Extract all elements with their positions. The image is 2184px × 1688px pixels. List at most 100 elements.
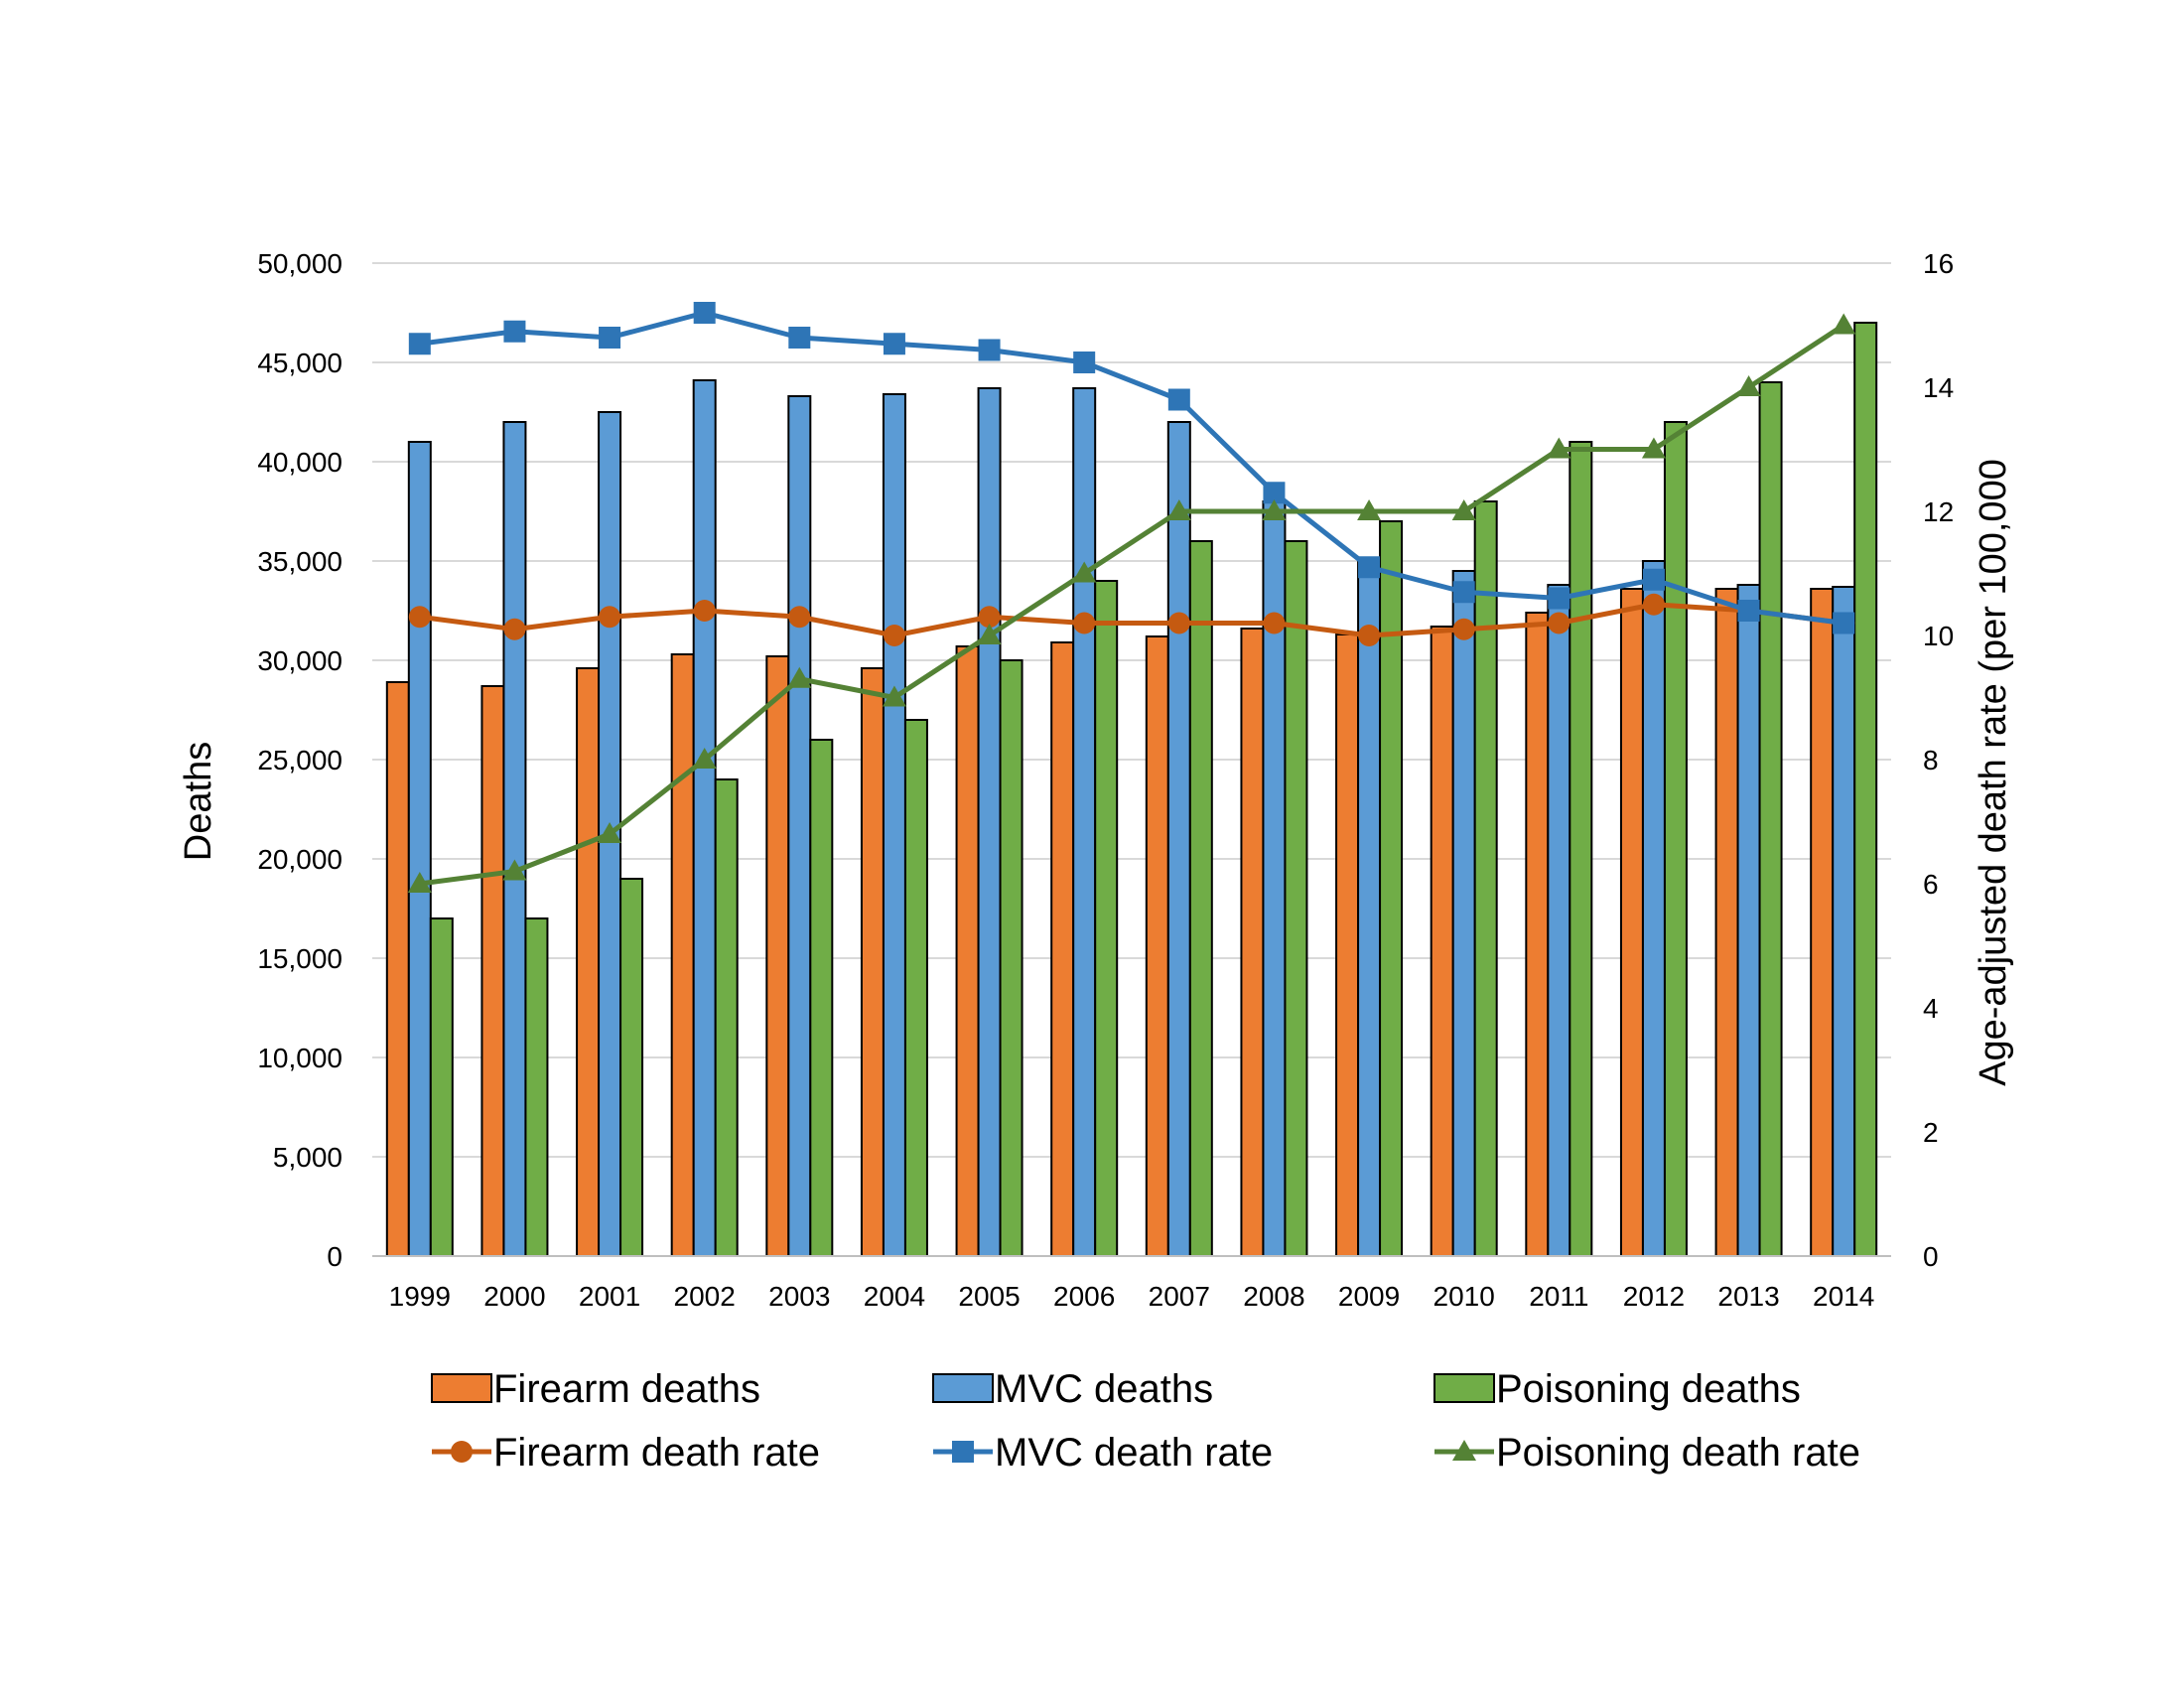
bar-firearm-deaths (1430, 626, 1454, 1257)
point-poisoning-death-rate (1262, 499, 1287, 520)
left-axis-ticks: 0 5,000 10,000 15,000 20,000 25,000 30,000 35,0… (257, 248, 342, 1272)
bar-firearm-deaths (765, 655, 790, 1257)
x-tick-label: 2005 (958, 1281, 1020, 1312)
bar-mvc-deaths (1166, 421, 1191, 1257)
point-poisoning-death-rate (1641, 437, 1666, 459)
bar-firearm-deaths (1714, 588, 1739, 1257)
point-firearm-death-rate (1452, 618, 1475, 640)
point-poisoning-death-rate (407, 872, 432, 893)
left-tick-label: 0 (327, 1241, 342, 1272)
x-tick-label: 1999 (389, 1281, 451, 1312)
point-firearm-death-rate (1073, 612, 1096, 634)
point-poisoning-death-rate (1832, 313, 1856, 335)
right-tick-label: 16 (1923, 248, 1954, 279)
point-poisoning-death-rate (1166, 499, 1191, 520)
bar-firearm-deaths (1525, 612, 1550, 1257)
point-firearm-death-rate (1263, 612, 1286, 634)
right-tick-label: 4 (1923, 993, 1939, 1024)
x-tick-label: 2006 (1053, 1281, 1115, 1312)
point-poisoning-death-rate (502, 859, 527, 881)
bar-firearm-deaths (670, 653, 695, 1257)
right-axis-ticks: 0 2 4 6 8 10 12 14 16 (1923, 248, 1954, 1272)
x-tick-label: 2014 (1813, 1281, 1874, 1312)
bar-poisoning-deaths (1188, 540, 1213, 1257)
point-firearm-death-rate (978, 606, 1001, 629)
right-axis-title: Age-adjusted death rate (per 100,000 (1973, 459, 2014, 1086)
left-tick-label: 30,000 (257, 645, 342, 676)
left-tick-label: 5,000 (273, 1142, 342, 1173)
point-mvc-death-rate (978, 339, 1001, 361)
bar-firearm-deaths (860, 667, 885, 1257)
x-tick-label: 2011 (1529, 1281, 1588, 1312)
point-mvc-death-rate (1452, 581, 1475, 604)
x-axis-ticks: 1999 2000 2001 2002 2003 2004 2005 2006 2007 2008… (389, 1281, 1875, 1312)
point-firearm-death-rate (599, 606, 621, 629)
x-tick-label: 2000 (483, 1281, 545, 1312)
legend-label-poisoning-death-rate: Poisoning death rate (1496, 1431, 1860, 1475)
bar-mvc-deaths (1736, 584, 1761, 1257)
left-tick-label: 50,000 (257, 248, 342, 279)
point-mvc-death-rate (1737, 600, 1760, 622)
left-tick-label: 25,000 (257, 745, 342, 775)
bar-firearm-deaths (1145, 635, 1169, 1257)
bar-mvc-deaths (882, 393, 906, 1257)
bar-mvc-deaths (1641, 560, 1666, 1257)
legend-label-firearm-death-rate: Firearm death rate (493, 1431, 820, 1475)
bar-poisoning-deaths (1853, 322, 1878, 1257)
right-tick-label: 10 (1923, 621, 1954, 651)
point-poisoning-death-rate (1736, 375, 1761, 396)
point-poisoning-death-rate (977, 624, 1002, 644)
bar-poisoning-deaths (429, 917, 454, 1257)
point-firearm-death-rate (883, 625, 905, 646)
bar-poisoning-deaths (1473, 500, 1498, 1257)
bars (385, 322, 1878, 1257)
bar-firearm-deaths (1619, 588, 1644, 1257)
point-mvc-death-rate (1263, 482, 1286, 504)
point-mvc-death-rate (503, 320, 526, 343)
point-mvc-death-rate (599, 327, 621, 349)
point-mvc-death-rate (1833, 612, 1855, 634)
legend-swatch-poisoning-deaths (1433, 1373, 1495, 1403)
point-firearm-death-rate (503, 618, 526, 640)
bar-poisoning-deaths (903, 719, 928, 1257)
legend-label-mvc-death-rate: MVC death rate (995, 1431, 1273, 1475)
bar-mvc-deaths (1451, 570, 1476, 1257)
bar-firearm-deaths (1810, 588, 1835, 1257)
x-tick-label: 2012 (1623, 1281, 1685, 1312)
left-axis-title: Deaths (178, 742, 219, 861)
bar-firearm-deaths (385, 681, 410, 1257)
point-mvc-death-rate (693, 302, 716, 324)
bar-poisoning-deaths (809, 739, 834, 1257)
point-firearm-death-rate (788, 606, 811, 629)
bar-mvc-deaths (1547, 584, 1571, 1257)
point-mvc-death-rate (1358, 556, 1381, 579)
bar-poisoning-deaths (1569, 441, 1593, 1257)
bar-poisoning-deaths (1094, 580, 1119, 1257)
point-poisoning-death-rate (598, 822, 622, 843)
bar-firearm-deaths (1050, 641, 1075, 1257)
point-firearm-death-rate (1548, 612, 1570, 634)
legend-marker-mvc-death-rate (952, 1441, 974, 1463)
x-tick-label: 2001 (579, 1281, 640, 1312)
left-tick-label: 15,000 (257, 943, 342, 974)
bar-mvc-deaths (1832, 586, 1856, 1257)
bar-mvc-deaths (1072, 387, 1097, 1257)
right-tick-label: 12 (1923, 496, 1954, 527)
bar-firearm-deaths (576, 667, 601, 1257)
rate-lines (407, 302, 1856, 893)
point-firearm-death-rate (1167, 612, 1190, 634)
right-tick-label: 0 (1923, 1241, 1939, 1272)
line-poisoning-death-rate (419, 323, 1845, 887)
right-tick-label: 14 (1923, 372, 1954, 403)
left-tick-label: 10,000 (257, 1043, 342, 1073)
legend-swatch-mvc-deaths (932, 1373, 994, 1403)
bar-mvc-deaths (407, 441, 432, 1257)
point-poisoning-death-rate (1072, 561, 1097, 583)
point-mvc-death-rate (1548, 587, 1570, 610)
x-tick-label: 2002 (674, 1281, 736, 1312)
point-mvc-death-rate (1167, 388, 1190, 411)
point-firearm-death-rate (1358, 625, 1381, 646)
left-tick-label: 45,000 (257, 348, 342, 378)
legend-marker-firearm-death-rate (451, 1441, 473, 1463)
